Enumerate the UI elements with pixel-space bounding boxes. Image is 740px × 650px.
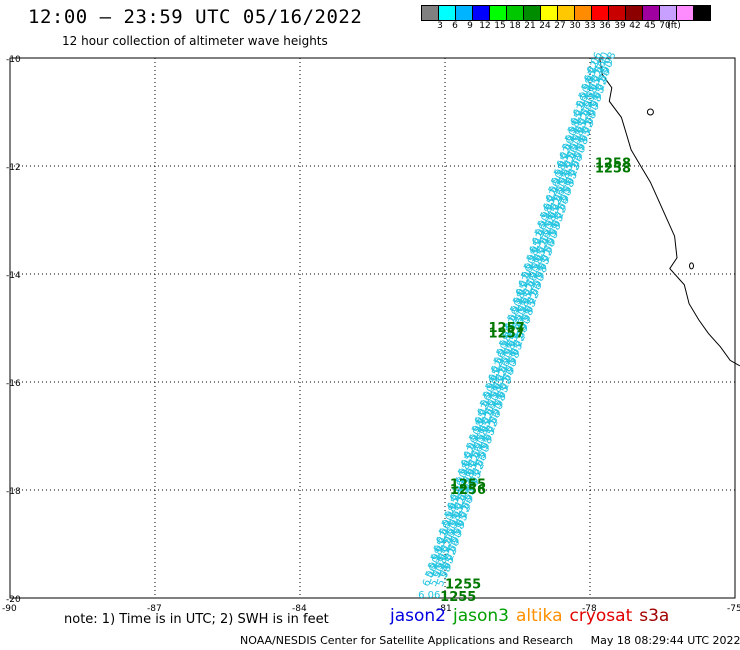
page-title: 12:00 – 23:59 UTC 05/16/2022 [28, 6, 363, 28]
color-scale-label: 39 [614, 21, 626, 31]
color-scale-label: 6 [452, 21, 458, 31]
color-scale-label: 45 [644, 21, 656, 31]
island [689, 262, 694, 270]
map-frame [9, 57, 736, 599]
satellite-legend: jason2 jason3 altika cryosat s3a [390, 606, 676, 626]
time-label: 1258 [595, 156, 631, 171]
lon-tick-label: -75 [727, 604, 740, 614]
color-scale-label: 15 [494, 21, 506, 31]
color-scale-label: 42 [629, 21, 641, 31]
time-label: 1258 [595, 162, 631, 177]
time-label: 1256 [450, 483, 486, 498]
legend-item-s3a: s3a [639, 606, 670, 626]
lon-tick-label: -78 [582, 604, 597, 614]
lat-tick-label: -18 [6, 487, 21, 497]
color-swatch [693, 5, 711, 21]
color-scale-label: 27 [554, 21, 566, 31]
lat-tick-label: -10 [6, 55, 21, 65]
time-label: 1255 [450, 478, 486, 493]
color-scale-label: 18 [509, 21, 521, 31]
lat-tick-label: -12 [6, 163, 21, 173]
color-scale-bar [421, 5, 711, 21]
color-scale-label: 3 [437, 21, 443, 31]
units-note: note: 1) Time is in UTC; 2) SWH is in fe… [64, 612, 329, 627]
coastline [599, 57, 740, 367]
color-scale-label: 12 [479, 21, 491, 31]
color-scale-label: 9 [467, 21, 473, 31]
color-scale-label: 30 [569, 21, 581, 31]
credit-line: NOAA/NESDIS Center for Satellite Applica… [240, 634, 740, 647]
time-label: 1257 [489, 326, 525, 341]
color-scale-label: 36 [599, 21, 611, 31]
lon-tick-label: -81 [437, 604, 452, 614]
island [646, 108, 654, 116]
legend-item-jason3: jason3 [453, 606, 509, 626]
color-scale-label: 21 [524, 21, 536, 31]
time-label: 1257 [489, 321, 525, 336]
color-scale-label: 33 [584, 21, 596, 31]
color-scale-label: 70 [659, 21, 671, 31]
swh-value-label: 6.06 [418, 590, 440, 601]
lon-tick-label: -90 [2, 604, 17, 614]
time-label: 1255 [440, 590, 476, 605]
lat-tick-label: -16 [6, 379, 21, 389]
legend-item-cryosat: cryosat [569, 606, 633, 626]
legend-item-altika: altika [516, 606, 563, 626]
timestamp-text: May 18 08:29:44 UTC 2022 [590, 634, 740, 647]
page-subtitle: 12 hour collection of altimeter wave hei… [62, 34, 328, 48]
lat-tick-label: -20 [6, 595, 21, 605]
color-scale-label: 24 [539, 21, 551, 31]
color-scale-label: (ft) [667, 21, 681, 31]
legend-item-jason2: jason2 [390, 606, 446, 626]
lat-tick-label: -14 [6, 271, 21, 281]
credit-text: NOAA/NESDIS Center for Satellite Applica… [240, 634, 574, 647]
time-label: 1255 [445, 578, 481, 593]
lon-tick-label: -87 [147, 604, 162, 614]
lon-tick-label: -84 [292, 604, 307, 614]
